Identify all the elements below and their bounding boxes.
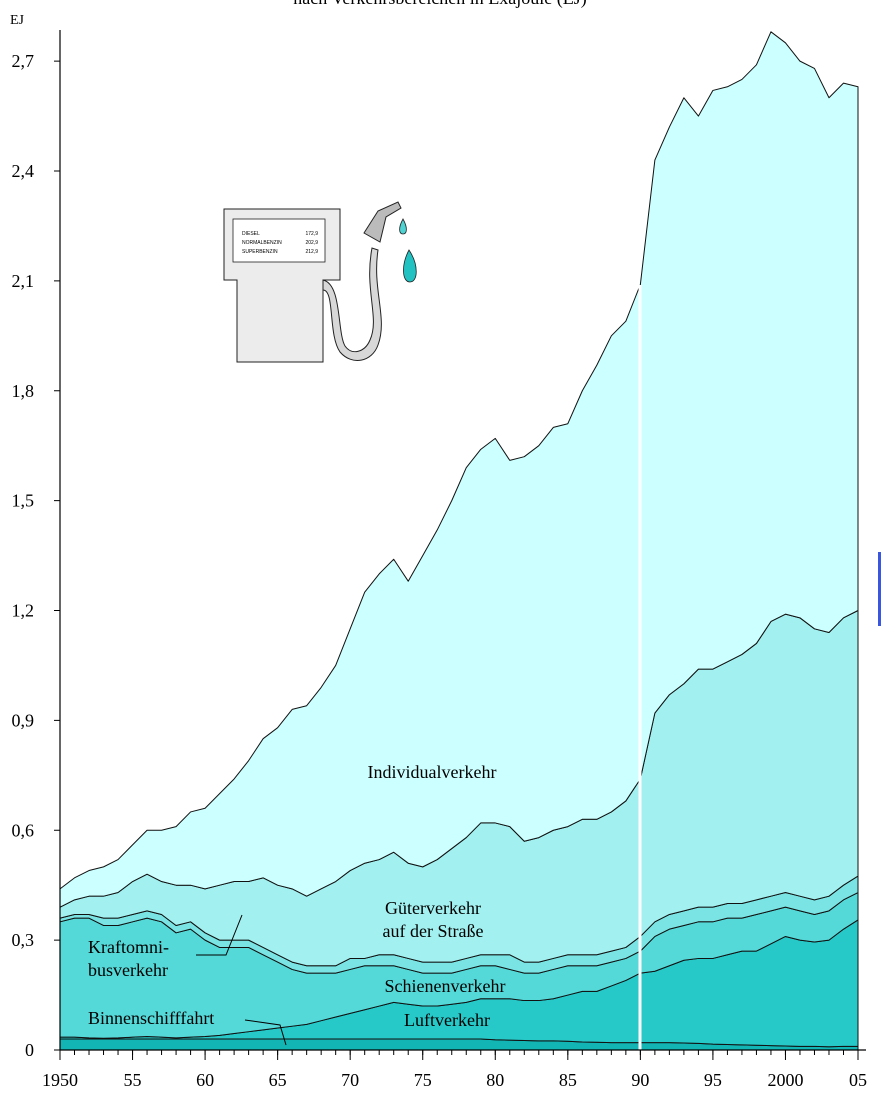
x-tick-label: 1950 [42,1070,78,1090]
x-tick-label: 05 [849,1070,867,1090]
sign-value: 202,9 [305,240,318,246]
series-label: Kraftomni- [88,937,169,957]
y-tick-label: 2,4 [12,161,35,181]
pump-sign-text: DIESEL 172,9 NORMALBENZIN 202,9 SUPERBENZIN 2… [242,231,318,255]
pump-nozzle [363,201,402,243]
pump-hose [322,247,382,361]
sign-value: 172,9 [305,231,318,237]
series-label: Luftverkehr [404,1010,490,1030]
series-labels: Binnenschifffahrt Luftverkehr Schienenverk… [88,762,506,1046]
label-leader [244,1019,287,1046]
x-tick-label: 85 [559,1070,577,1090]
sign-text: NORMALBENZIN [242,240,282,246]
series-label: Individualverkehr [368,762,497,782]
y-tick-label: 0 [25,1040,34,1060]
y-tick-label: 1,5 [12,491,35,511]
pump-sign [232,218,326,263]
y-tick-label: 0,9 [12,710,35,730]
series-label: auf der Straße [383,921,484,941]
x-tick-label: 80 [486,1070,504,1090]
x-tick-label: 60 [196,1070,214,1090]
y-tick-label: 0,6 [12,820,35,840]
y-tick-label: 0,3 [12,930,35,950]
y-tick-label: 1,8 [12,381,35,401]
x-tick-label: 2000 [767,1070,803,1090]
x-tick-label: 65 [269,1070,287,1090]
sign-value: 212,9 [305,249,318,255]
y-tick-label: 2,7 [12,51,35,71]
axes: 0 0,3 0,6 0,9 1,2 1,5 1,8 2,1 2,4 2,7 1950 55 60 65 70… [12,30,867,1090]
side-marker [878,552,881,626]
x-tick-label: 90 [631,1070,649,1090]
drop [403,249,417,283]
label-leader [196,914,243,956]
x-tick-label: 95 [704,1070,722,1090]
pump-illustration: DIESEL 172,9 NORMALBENZIN 202,9 SUPERBENZIN 2… [223,201,417,363]
x-tick-label: 70 [341,1070,359,1090]
chart-subtitle: nach Verkehrsbereichen in Exajoule (EJ) [293,0,587,9]
series-label: Güterverkehr [385,898,481,918]
y-tick-label: 2,1 [12,271,35,291]
y-tick-label: 1,2 [12,601,35,621]
x-tick-label: 55 [124,1070,142,1090]
series-label: busverkehr [88,960,168,980]
sign-text: SUPERBENZIN [242,249,278,255]
x-tick-label: 75 [414,1070,432,1090]
series-label: Schienenverkehr [385,976,506,996]
y-unit: EJ [10,13,25,28]
areas [59,31,859,1051]
drop [399,218,407,235]
area [59,31,859,908]
series-label: Binnenschifffahrt [88,1008,214,1028]
sign-text: DIESEL [242,231,260,237]
